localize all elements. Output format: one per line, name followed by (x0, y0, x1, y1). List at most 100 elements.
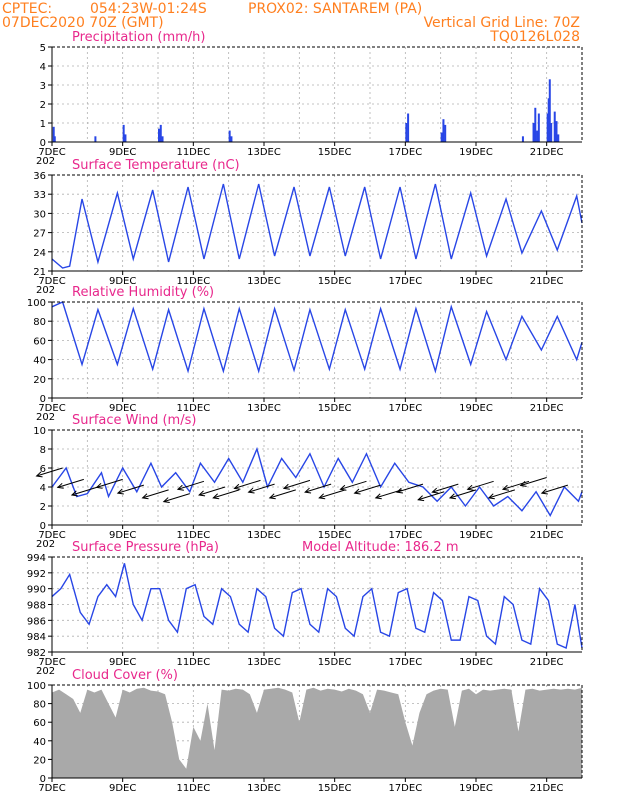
wind-arrow-head (339, 484, 347, 491)
x-tick-label: 17DEC (388, 530, 422, 541)
y-tick-label: 20 (33, 755, 46, 766)
panel-title: Cloud Cover (%) (72, 668, 178, 683)
panel-0: 0 1 2 3 4 5 7DEC 9DEC 11DEC 13DEC 15DEC 17DEC 19DEC 2… (36, 30, 583, 167)
x-tick-label: 7DEC (38, 403, 65, 414)
x-tick-label: 11DEC (176, 657, 210, 668)
wind-arrow-shaft (488, 489, 516, 499)
wind-arrow (466, 480, 494, 491)
wind-arrow-head (212, 493, 220, 500)
y-tick-label: 0 (40, 394, 46, 405)
y-tick-label: 21 (33, 267, 46, 278)
header-location: PROX02: SANTAREM (PA) (248, 1, 422, 17)
precip-bar (557, 134, 560, 142)
wind-arrow (540, 484, 569, 495)
wind-arrow (448, 489, 477, 500)
panel-2: 0 20 40 60 80 100 7DEC 9DEC 11DEC 13DEC 15DEC 17DEC… (27, 285, 583, 423)
precip-bar (547, 98, 550, 142)
x-tick-label: 9DEC (109, 657, 136, 668)
wind-arrow-shaft (213, 489, 240, 499)
y-tick-label: 60 (33, 718, 46, 729)
year-stub-label: 202 (36, 666, 55, 677)
y-tick-label: 30 (33, 209, 46, 220)
x-tick-label: 17DEC (388, 276, 422, 287)
wind-arrow-shaft (248, 483, 275, 493)
panel-1: 21 24 27 30 33 36 7DEC 9DEC 11DEC 13DEC 15DEC 17DEC… (33, 158, 583, 296)
wind-arrow (176, 480, 205, 491)
x-tick-label: 17DEC (388, 783, 422, 794)
x-tick-label: 11DEC (176, 783, 210, 794)
x-tick-label: 15DEC (318, 403, 352, 414)
x-tick-label: 15DEC (318, 657, 352, 668)
wind-arrow-head (395, 487, 404, 494)
x-tick-label: 13DEC (247, 276, 281, 287)
wind-arrow (395, 483, 424, 494)
wind-arrow-shaft (177, 480, 205, 490)
y-tick-label: 24 (33, 248, 46, 259)
panel-subtitle: Model Altitude: 186.2 m (302, 540, 459, 555)
precip-bar (555, 121, 558, 142)
precip-bar (534, 107, 537, 142)
wind-arrow-shaft (198, 486, 226, 496)
y-tick-label: 60 (33, 336, 46, 347)
wind-arrow-shaft (449, 489, 477, 499)
wind-arrow (304, 483, 332, 494)
y-tick-label: 0 (40, 774, 46, 785)
x-tick-label: 17DEC (388, 147, 422, 158)
wind-arrow-shaft (57, 478, 84, 488)
y-tick-label: 0 (40, 521, 46, 532)
x-tick-label: 7DEC (38, 657, 65, 668)
precip-bar (94, 136, 97, 142)
x-tick-label: 11DEC (176, 147, 210, 158)
x-tick-label: 17DEC (388, 403, 422, 414)
series-line-1-0 (51, 183, 583, 269)
wind-arrow (353, 484, 381, 495)
panel-title: Surface Pressure (hPa) (72, 540, 219, 555)
precip-bar (536, 130, 539, 142)
y-tick-label: 994 (27, 553, 46, 564)
wind-arrow (519, 477, 547, 487)
x-tick-label: 21DEC (530, 783, 564, 794)
wind-arrow-head (431, 487, 439, 494)
y-tick-label: 36 (33, 171, 46, 182)
wind-arrow (501, 480, 530, 491)
wind-arrow-head (198, 490, 206, 497)
x-tick-label: 13DEC (247, 530, 281, 541)
wind-arrow (198, 486, 226, 497)
precip-bar (122, 124, 125, 142)
wind-arrow (417, 491, 445, 502)
x-tick-label: 9DEC (109, 276, 136, 287)
x-tick-label: 7DEC (38, 783, 65, 794)
precip-bar (161, 136, 164, 142)
y-tick-label: 80 (33, 317, 46, 328)
wind-arrow-shaft (117, 484, 145, 494)
wind-arrow-head (353, 488, 361, 495)
precip-bar (442, 119, 445, 142)
panel-title: Relative Humidity (%) (72, 285, 214, 300)
wind-arrow (233, 479, 261, 490)
x-tick-label: 11DEC (176, 403, 210, 414)
x-tick-label: 17DEC (388, 657, 422, 668)
x-tick-label: 13DEC (247, 147, 281, 158)
y-tick-label: 4 (40, 483, 46, 494)
wind-arrow-shaft (142, 489, 169, 499)
precip-bar (553, 111, 556, 142)
x-tick-label: 13DEC (247, 657, 281, 668)
precip-bar (159, 124, 162, 142)
wind-arrow-head (95, 482, 103, 489)
y-tick-label: 6 (40, 464, 46, 475)
wind-arrow-head (501, 484, 510, 491)
header-model: TQ0126L028 (489, 29, 580, 45)
wind-arrow-head (233, 483, 241, 490)
wind-arrow (56, 478, 84, 489)
precip-bar (52, 126, 55, 142)
wind-arrow-shaft (418, 491, 445, 501)
year-stub-label: 202 (36, 285, 55, 296)
wind-arrow-head (519, 481, 527, 487)
year-stub-label: 202 (36, 156, 55, 167)
y-tick-label: 33 (33, 190, 46, 201)
y-tick-label: 992 (27, 569, 46, 580)
y-tick-label: 100 (27, 681, 46, 692)
precip-bar (53, 136, 56, 142)
panel-5: 0 20 40 60 80 100 7DEC 9DEC 11DEC 13DEC 15DEC 17DEC… (27, 668, 583, 794)
